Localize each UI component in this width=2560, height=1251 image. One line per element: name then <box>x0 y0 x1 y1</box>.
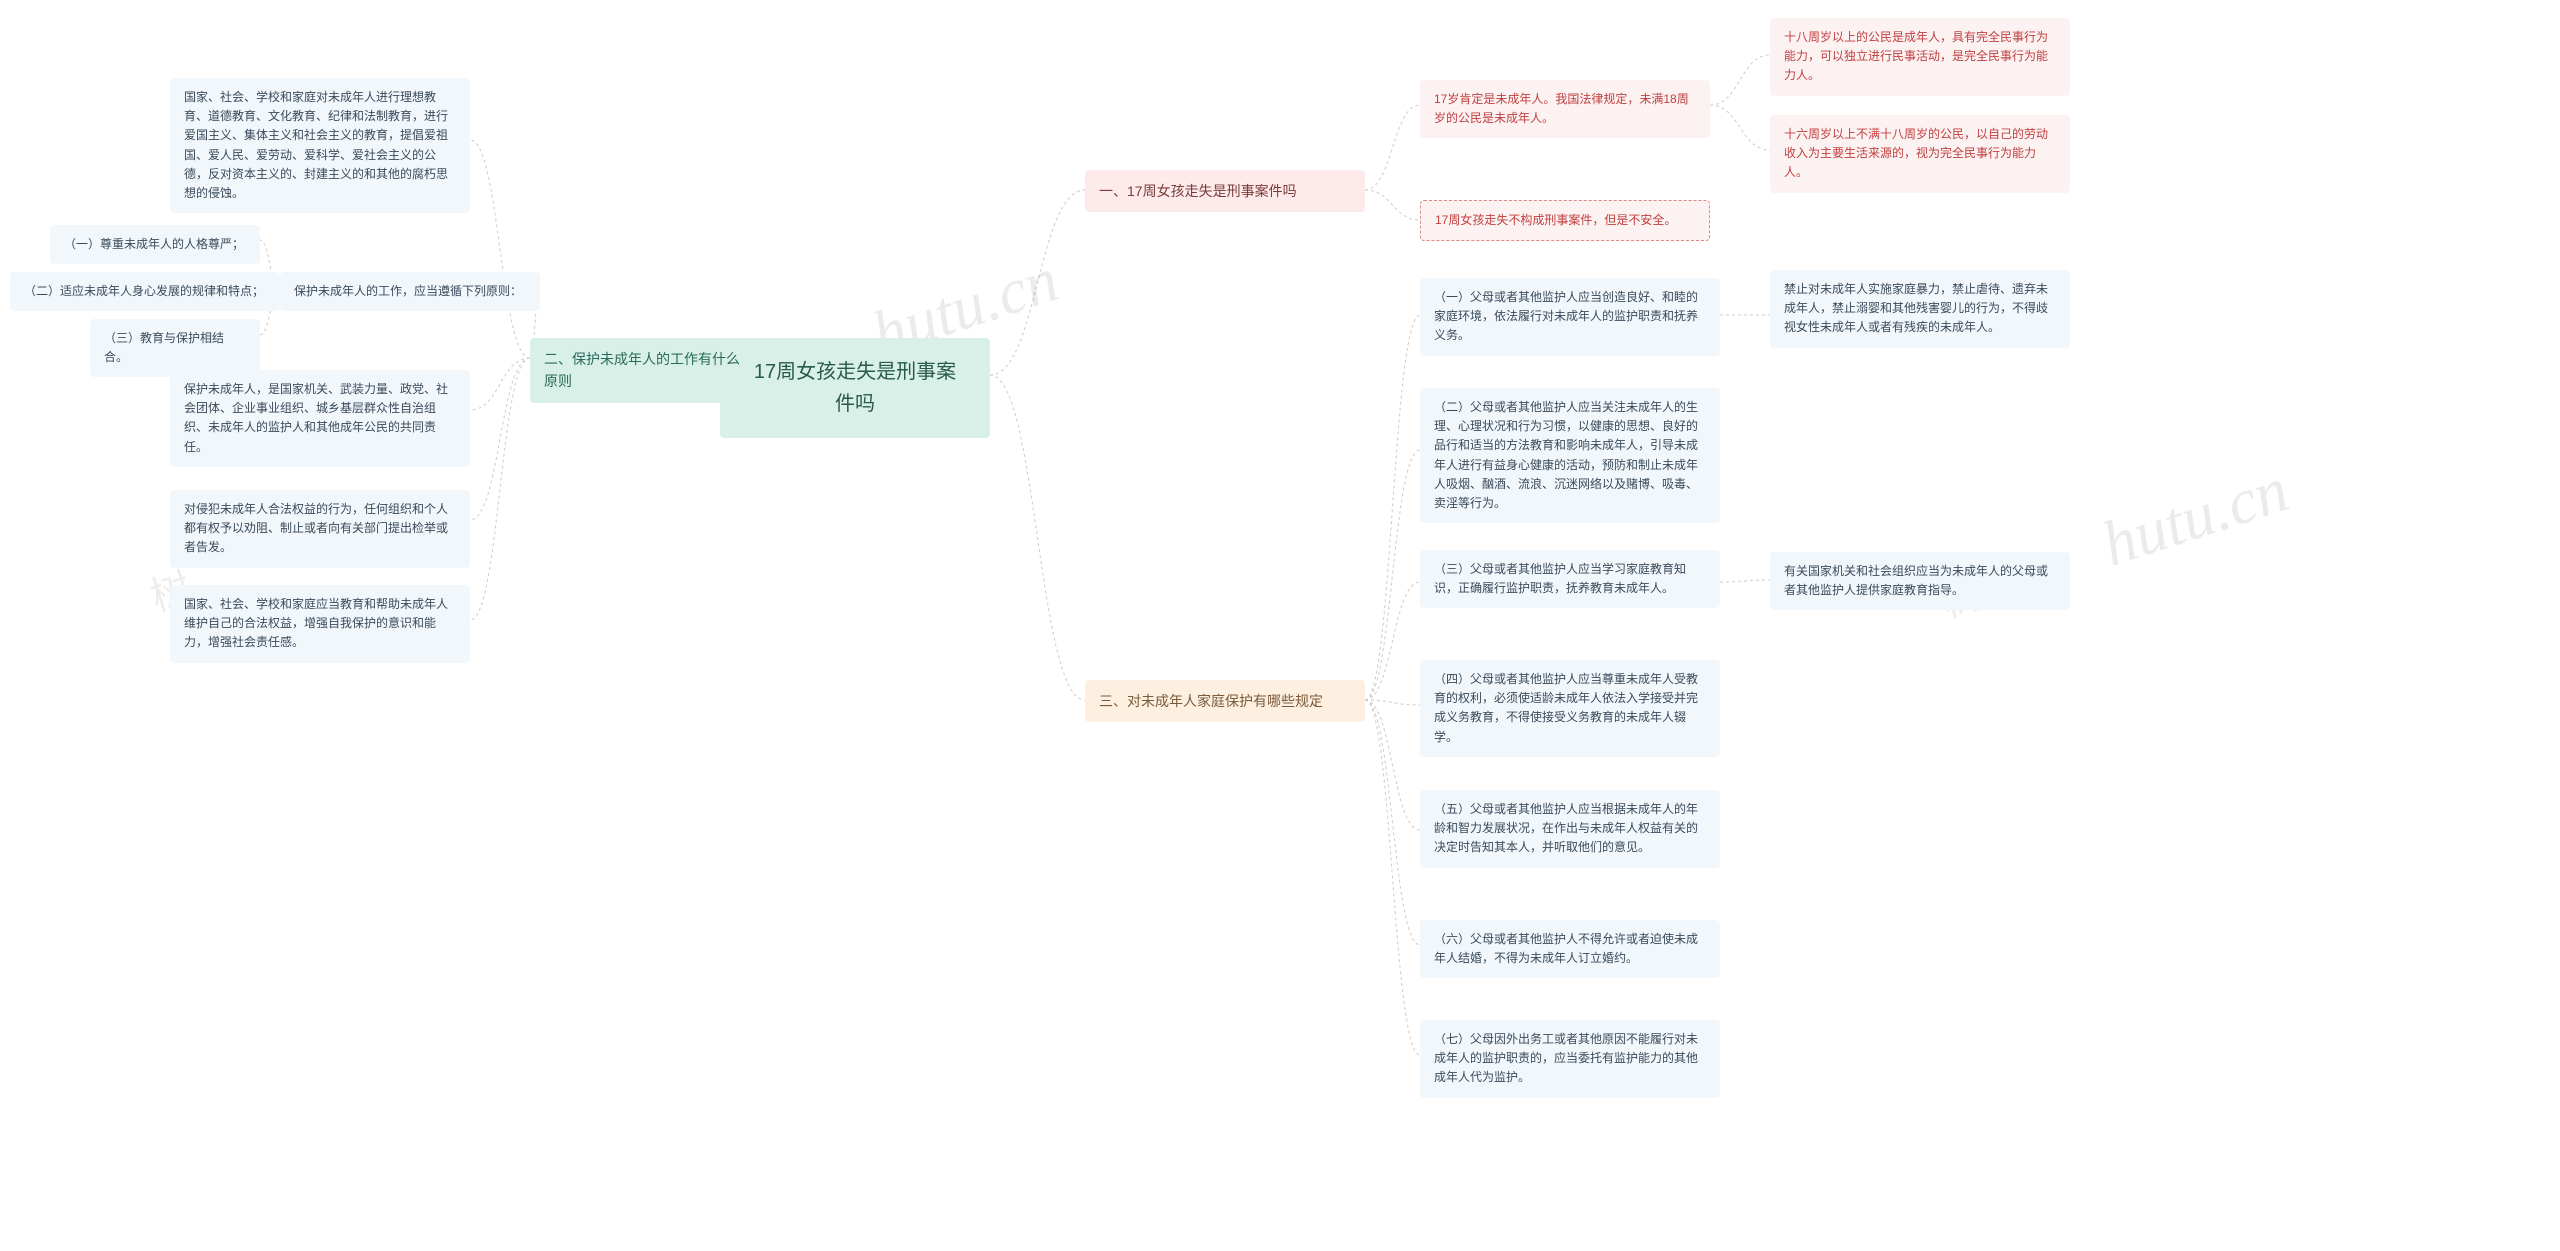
branch-2-child-3[interactable]: 保护未成年人，是国家机关、武装力量、政党、社会团体、企业事业组织、城乡基层群众性… <box>170 370 470 467</box>
branch-2-child-1[interactable]: 国家、社会、学校和家庭对未成年人进行理想教育、道德教育、文化教育、纪律和法制教育… <box>170 78 470 213</box>
watermark-2: hutu.cn <box>2093 452 2297 581</box>
branch-3-child-3-a[interactable]: 有关国家机关和社会组织应当为未成年人的父母或者其他监护人提供家庭教育指导。 <box>1770 552 2070 610</box>
root-node[interactable]: 17周女孩走失是刑事案件吗 <box>720 338 990 438</box>
branch-3-child-2[interactable]: （二）父母或者其他监护人应当关注未成年人的生理、心理状况和行为习惯，以健康的思想… <box>1420 388 1720 523</box>
branch-2-child-5[interactable]: 国家、社会、学校和家庭应当教育和帮助未成年人维护自己的合法权益，增强自我保护的意… <box>170 585 470 663</box>
branch-2-child-2[interactable]: 保护未成年人的工作，应当遵循下列原则： <box>280 272 540 311</box>
branch-1-child-1-b[interactable]: 十六周岁以上不满十八周岁的公民，以自己的劳动收入为主要生活来源的，视为完全民事行… <box>1770 115 2070 193</box>
branch-2-child-4[interactable]: 对侵犯未成年人合法权益的行为，任何组织和个人都有权予以劝阻、制止或者向有关部门提… <box>170 490 470 568</box>
branch-1[interactable]: 一、17周女孩走失是刑事案件吗 <box>1085 170 1365 212</box>
branch-2[interactable]: 二、保护未成年人的工作有什么原则 <box>530 338 755 403</box>
branch-2-child-2-b[interactable]: （二）适应未成年人身心发展的规律和特点； <box>10 272 280 311</box>
branch-1-child-1[interactable]: 17岁肯定是未成年人。我国法律规定，未满18周岁的公民是未成年人。 <box>1420 80 1710 138</box>
branch-3-child-3[interactable]: （三）父母或者其他监护人应当学习家庭教育知识，正确履行监护职责，抚养教育未成年人… <box>1420 550 1720 608</box>
branch-2-child-2-a[interactable]: （一）尊重未成年人的人格尊严； <box>50 225 260 264</box>
branch-3-child-1[interactable]: （一）父母或者其他监护人应当创造良好、和睦的家庭环境，依法履行对未成年人的监护职… <box>1420 278 1720 356</box>
branch-1-child-2[interactable]: 17周女孩走失不构成刑事案件，但是不安全。 <box>1420 200 1710 241</box>
branch-2-child-2-c[interactable]: （三）教育与保护相结合。 <box>90 319 260 377</box>
branch-3-child-1-a[interactable]: 禁止对未成年人实施家庭暴力，禁止虐待、遗弃未成年人，禁止溺婴和其他残害婴儿的行为… <box>1770 270 2070 348</box>
branch-3-child-4[interactable]: （四）父母或者其他监护人应当尊重未成年人受教育的权利，必须使适龄未成年人依法入学… <box>1420 660 1720 757</box>
branch-3-child-5[interactable]: （五）父母或者其他监护人应当根据未成年人的年龄和智力发展状况，在作出与未成年人权… <box>1420 790 1720 868</box>
branch-3-child-6[interactable]: （六）父母或者其他监护人不得允许或者迫使未成年人结婚，不得为未成年人订立婚约。 <box>1420 920 1720 978</box>
branch-3-child-7[interactable]: （七）父母因外出务工或者其他原因不能履行对未成年人的监护职责的，应当委托有监护能… <box>1420 1020 1720 1098</box>
branch-3[interactable]: 三、对未成年人家庭保护有哪些规定 <box>1085 680 1365 722</box>
branch-1-child-1-a[interactable]: 十八周岁以上的公民是成年人，具有完全民事行为能力，可以独立进行民事活动，是完全民… <box>1770 18 2070 96</box>
